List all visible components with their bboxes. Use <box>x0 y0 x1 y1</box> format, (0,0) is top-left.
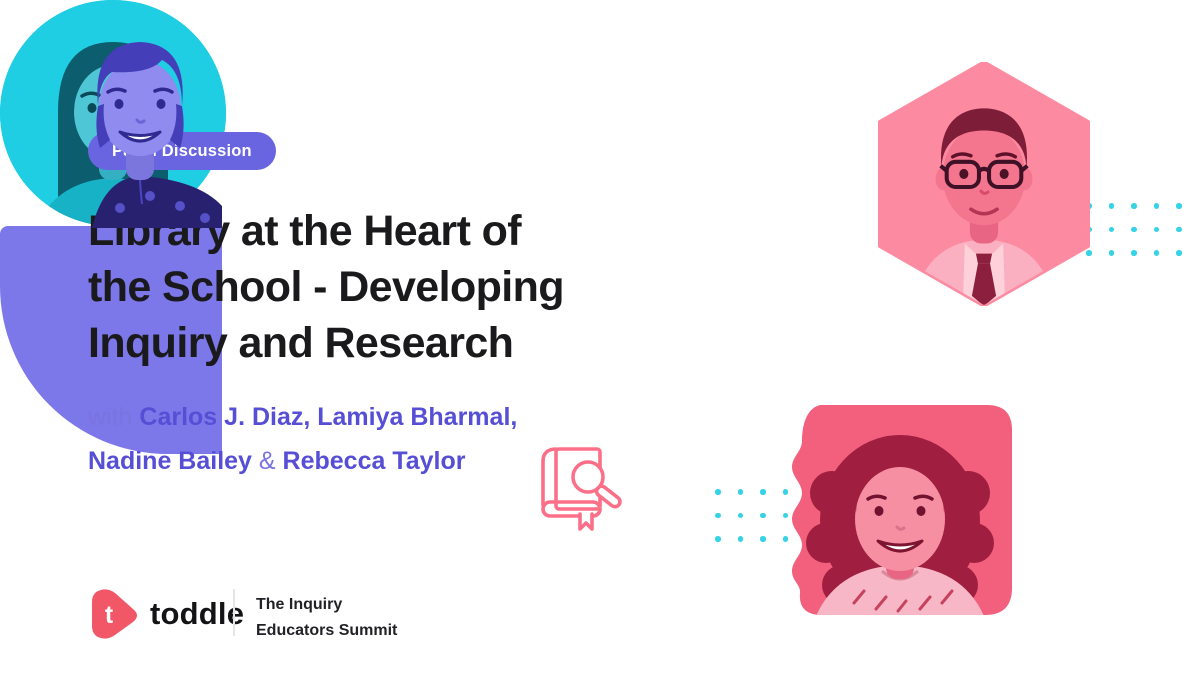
event-name-line-1: The Inquiry <box>256 596 343 613</box>
footer-divider <box>233 589 235 636</box>
event-name: The Inquiry Educators Summit <box>256 592 397 644</box>
speakers-line-2: Nadine Bailey & Rebecca Taylor <box>88 439 517 483</box>
with-label: with <box>88 403 140 431</box>
speaker-photo-blob <box>792 405 1012 615</box>
title-line-2: the School - Developing <box>88 263 565 311</box>
ampersand: & <box>258 447 283 475</box>
logo-letter: t <box>105 601 114 629</box>
speaker-name-nadine: Nadine Bailey <box>88 447 252 475</box>
speaker-name-rebecca: Rebecca Taylor <box>282 447 466 475</box>
event-name-line-2: Educators Summit <box>256 622 398 639</box>
dot-grid-bottom-left <box>715 489 788 542</box>
brand-name: toddle <box>150 596 245 631</box>
speakers-line-1: with Carlos J. Diaz, Lamiya Bharmal, <box>88 395 517 439</box>
dot-grid-top-right <box>1086 203 1182 256</box>
toddle-logo-icon: t <box>92 589 137 639</box>
speaker-names-1: Carlos J. Diaz, Lamiya Bharmal, <box>139 403 518 431</box>
page-title: Library at the Heart of the School - Dev… <box>88 203 565 371</box>
title-line-3: Inquiry and Research <box>88 319 514 367</box>
book-with-magnifier-icon <box>541 447 622 531</box>
speaker-photo-hexagon <box>878 62 1090 306</box>
speakers-text: with Carlos J. Diaz, Lamiya Bharmal, Nad… <box>88 395 517 483</box>
